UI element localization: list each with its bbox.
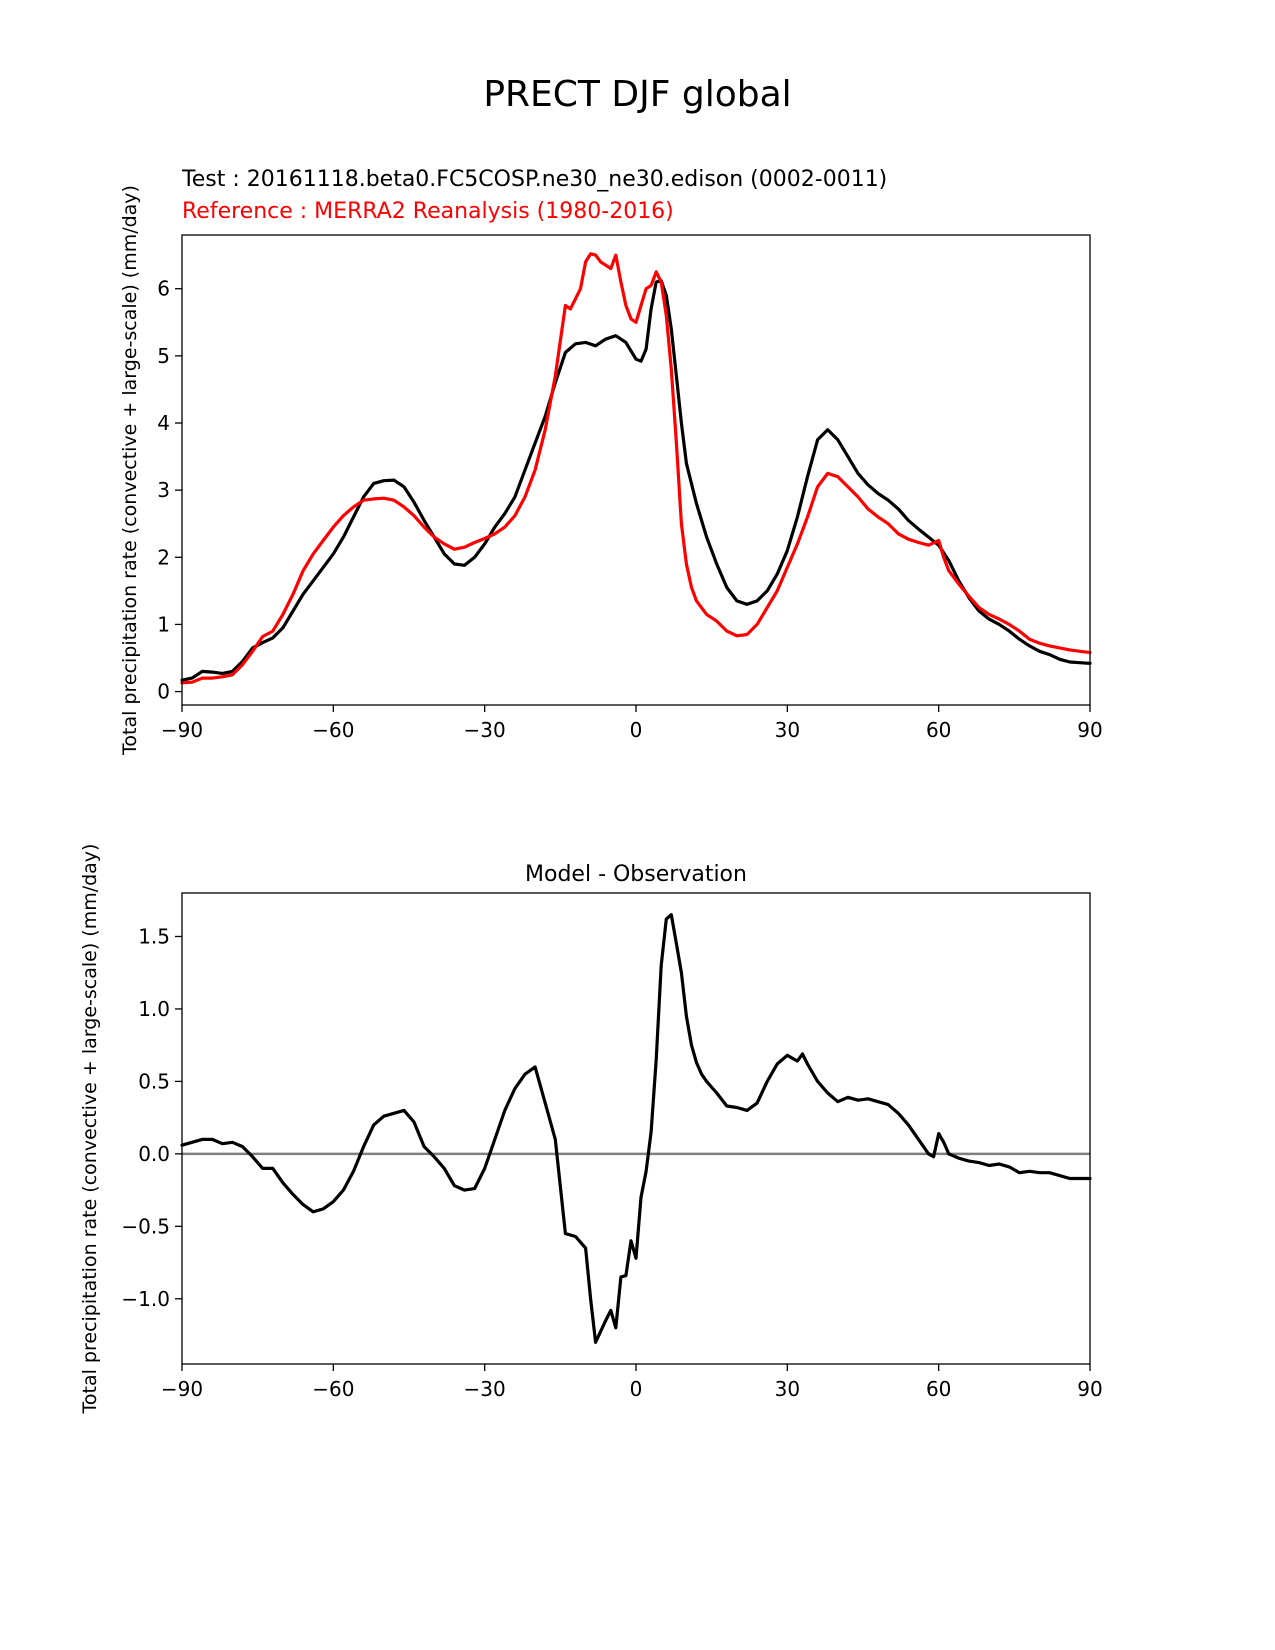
y-tick-label: −0.5 (121, 1214, 170, 1238)
y-tick-label: −1.0 (121, 1287, 170, 1311)
x-tick-label: −30 (464, 1377, 506, 1401)
x-tick-label: 60 (926, 1377, 951, 1401)
x-tick-label: 90 (1077, 718, 1102, 742)
x-tick-label: 90 (1077, 1377, 1102, 1401)
x-tick-label: 0 (630, 718, 643, 742)
x-tick-label: 60 (926, 718, 951, 742)
y-tick-label: 2 (157, 545, 170, 569)
top-panel: −90 −60 −30 0 30 60 90 0 1 2 3 4 5 6 Total precipitati… (119, 185, 1103, 756)
x-tick-label: −30 (464, 718, 506, 742)
x-tick-label: −60 (312, 718, 354, 742)
y-tick-label: 5 (157, 344, 170, 368)
test-title: Test : 20161118.beta0.FC5COSP.ne30_ne30.… (182, 167, 888, 192)
axes-frame (181, 892, 1091, 1365)
x-tick-label: 0 (630, 1377, 643, 1401)
x-tick-label: 30 (775, 1377, 800, 1401)
y-tick-label: 4 (157, 411, 170, 435)
y-tick-label: 6 (157, 277, 170, 301)
y-tick-label: 1.0 (138, 997, 170, 1021)
y-tick-label: 1 (157, 612, 170, 636)
panel-title: Model - Observation (525, 862, 747, 887)
series-line-reference (180, 252, 1092, 685)
y-axis-label: Total precipitation rate (convective + l… (79, 844, 101, 1415)
bottom-panel: −90 −60 −30 0 30 60 90 −1.0 −0.5 0.0 0.5 1.0 1.5 Tota… (79, 844, 1103, 1415)
x-tick-label: −60 (312, 1377, 354, 1401)
reference-title: Reference : MERRA2 Reanalysis (1980-2016… (182, 199, 674, 224)
y-tick-label: 1.5 (138, 924, 170, 948)
series-line-test (180, 279, 1092, 682)
x-tick-label: −90 (161, 718, 203, 742)
y-axis-label: Total precipitation rate (convective + l… (119, 185, 141, 756)
figure-title: PRECT DJF global (483, 74, 792, 115)
x-tick-label: −90 (161, 1377, 203, 1401)
y-tick-label: 0.0 (138, 1142, 170, 1166)
y-tick-label: 3 (157, 478, 170, 502)
series-line-difference (180, 913, 1092, 1344)
x-tick-label: 30 (775, 718, 800, 742)
axes-frame (181, 234, 1091, 706)
y-tick-label: 0.5 (138, 1069, 170, 1093)
y-tick-label: 0 (157, 680, 170, 704)
